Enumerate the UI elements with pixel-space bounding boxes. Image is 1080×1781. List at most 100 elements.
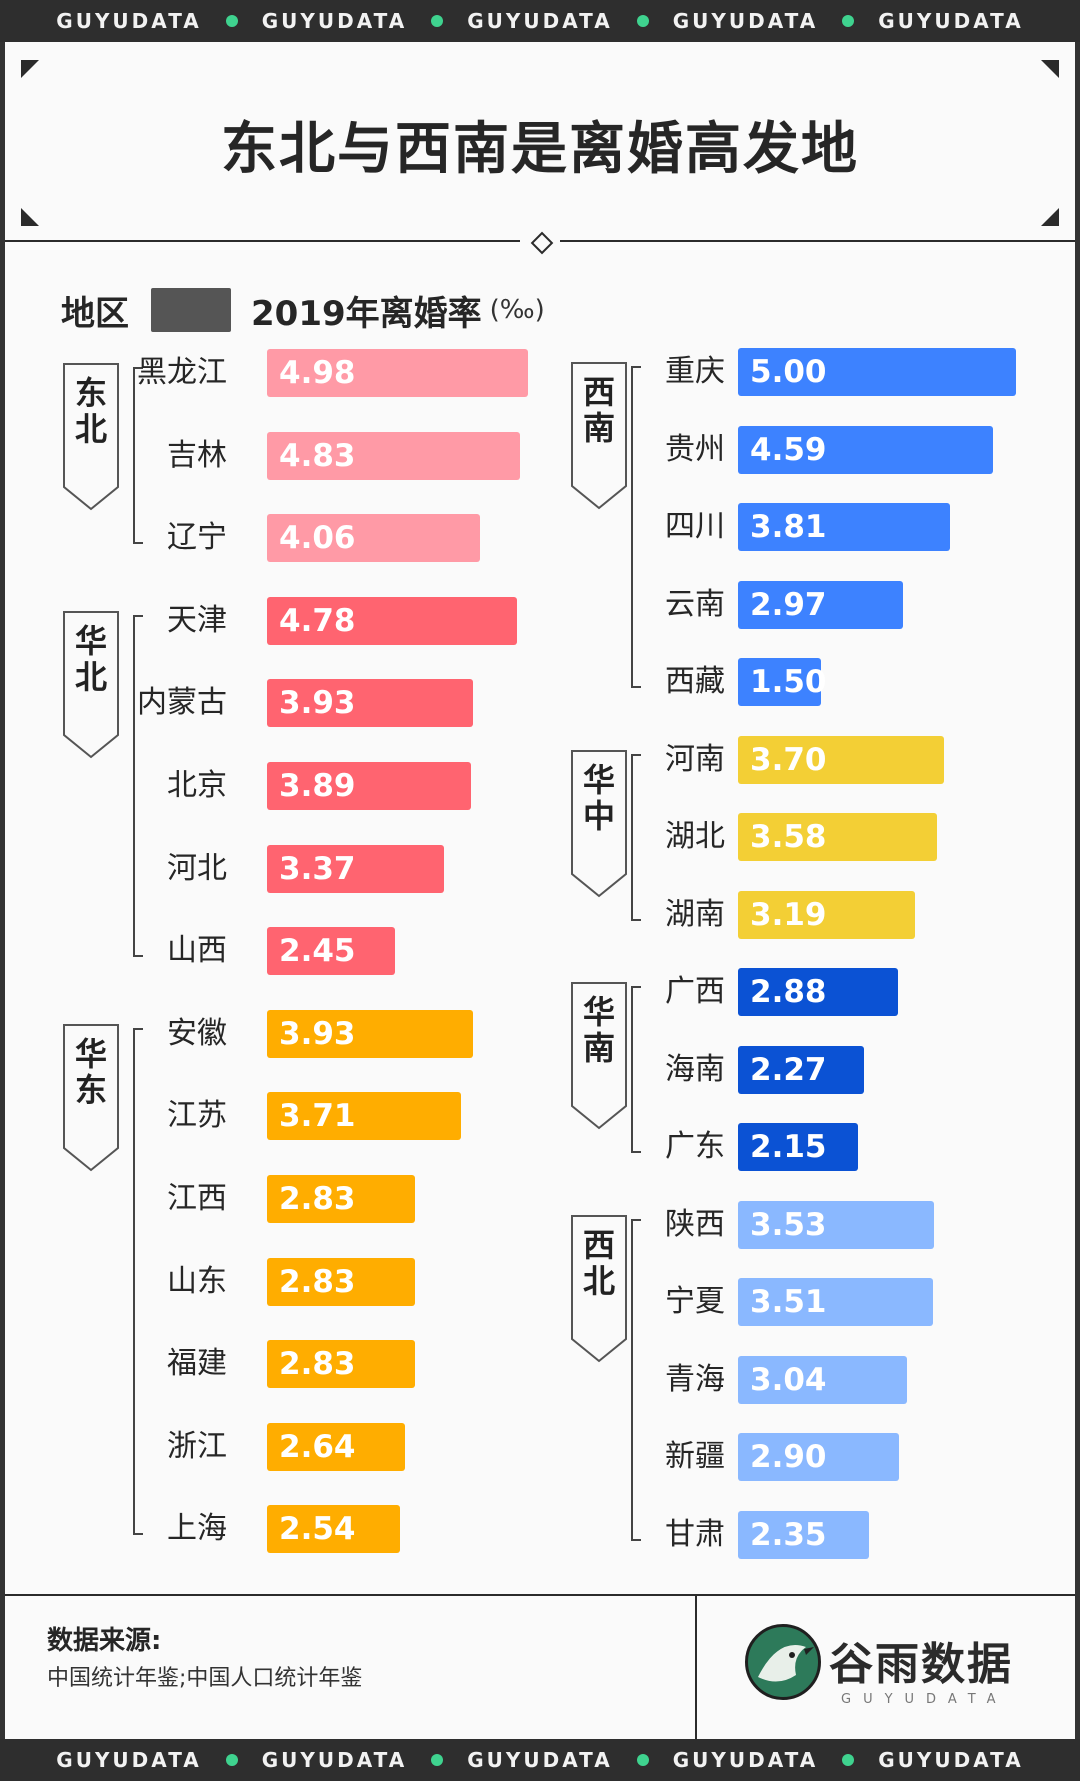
data-label: 3.81 (750, 509, 827, 545)
bar (267, 514, 480, 563)
province-label: 甘肃 (665, 1516, 725, 1552)
bar (738, 735, 944, 784)
data-label: 2.83 (279, 1346, 356, 1383)
bar (267, 762, 471, 810)
region-label: 华北 (74, 621, 107, 696)
dot-icon (431, 15, 444, 27)
divider (5, 240, 520, 242)
data-label: 3.71 (279, 1098, 356, 1135)
province-label: 宁夏 (665, 1284, 725, 1319)
footer-divider (5, 1594, 1075, 1596)
bar (267, 679, 473, 728)
region-bracket (631, 986, 641, 1153)
bar (738, 503, 950, 551)
data-label: 2.83 (279, 1181, 356, 1217)
corner-mark-icon (1041, 60, 1059, 78)
region-label: 华东 (74, 1034, 107, 1109)
band-text: GUYUDATA (672, 1748, 819, 1772)
province-label: 天津 (167, 602, 227, 638)
province-label: 河南 (665, 741, 725, 777)
data-label: 2.35 (750, 1516, 827, 1553)
province-label: 黑龙江 (137, 355, 227, 390)
logo-bird-icon (745, 1624, 821, 1700)
data-label: 4.06 (279, 520, 356, 557)
region-tag: 华南 (571, 982, 627, 1130)
bar (738, 425, 993, 474)
bar (738, 813, 937, 861)
bar (738, 1045, 864, 1094)
region-label: 西北 (582, 1225, 615, 1300)
bar (267, 431, 520, 480)
data-label: 5.00 (750, 354, 827, 390)
bar (267, 1505, 400, 1554)
source-label: 数据来源: (47, 1626, 162, 1656)
province-label: 四川 (665, 509, 725, 544)
dot-icon (636, 15, 649, 27)
tag-point-icon (63, 483, 119, 511)
band-text: GUYUDATA (261, 1748, 408, 1772)
data-label: 3.19 (750, 896, 827, 933)
province-label: 上海 (167, 1511, 227, 1547)
province-label: 辽宁 (167, 520, 227, 556)
region-label: 华南 (582, 993, 615, 1067)
logo: 谷雨数据 GUYUDATA (745, 1624, 1045, 1714)
dot-icon (225, 15, 238, 27)
province-label: 安徽 (167, 1015, 227, 1051)
province-label: 贵州 (665, 431, 725, 467)
data-label: 2.64 (279, 1428, 356, 1465)
bar (267, 1422, 405, 1471)
region-bracket (631, 366, 641, 688)
region-bracket (133, 1027, 143, 1536)
bar (267, 596, 517, 645)
brand-band-top: GUYUDATA GUYUDATA GUYUDATA GUYUDATA GUYU… (0, 0, 1080, 42)
province-label: 北京 (167, 768, 227, 803)
divider (560, 240, 1075, 242)
dot-icon (225, 1754, 238, 1766)
band-text: GUYUDATA (56, 9, 202, 33)
bar (267, 1009, 473, 1058)
province-label: 江西 (167, 1181, 227, 1216)
page-title: 东北与西南是离婚高发地 (221, 117, 859, 182)
bar (738, 890, 915, 939)
dot-icon (431, 1754, 444, 1766)
diamond-icon (530, 231, 554, 255)
source-text: 中国统计年鉴;中国人口统计年鉴 (47, 1666, 363, 1691)
province-label: 湖北 (665, 819, 725, 854)
bar (738, 1123, 858, 1171)
legend-region-label: 地区 (61, 293, 129, 334)
bar (738, 1355, 907, 1404)
legend-unit: (‰) (489, 295, 545, 325)
dot-icon (842, 1754, 855, 1766)
bar (267, 349, 528, 397)
band-text: GUYUDATA (467, 1748, 613, 1772)
data-label: 2.88 (750, 974, 827, 1010)
bar (738, 968, 898, 1016)
province-label: 青海 (665, 1361, 725, 1397)
province-label: 内蒙古 (137, 685, 227, 721)
tag-point-icon (571, 482, 627, 510)
bar (267, 1175, 415, 1223)
data-label: 3.89 (279, 768, 356, 804)
bar (738, 1278, 933, 1326)
region-label: 华中 (582, 760, 615, 835)
province-label: 海南 (665, 1051, 725, 1087)
band-text: GUYUDATA (878, 9, 1024, 33)
tag-point-icon (571, 869, 627, 897)
province-label: 山西 (167, 933, 227, 969)
bar (738, 1510, 869, 1559)
logo-subtext: GUYUDATA (841, 1692, 1008, 1707)
data-label: 2.54 (279, 1511, 356, 1548)
dot-icon (842, 15, 855, 27)
bar (738, 658, 821, 706)
region-tag: 华中 (571, 749, 627, 897)
bar (738, 1200, 934, 1249)
province-label: 江苏 (167, 1098, 227, 1134)
bar (267, 844, 444, 893)
corner-mark-icon (21, 208, 39, 226)
band-text: GUYUDATA (672, 9, 819, 33)
bar (738, 348, 1016, 396)
band-text: GUYUDATA (261, 9, 408, 33)
data-label: 2.45 (279, 933, 356, 970)
province-label: 湖南 (665, 896, 725, 932)
province-label: 陕西 (665, 1206, 725, 1242)
